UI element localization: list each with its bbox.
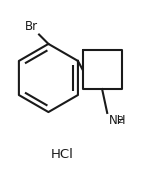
Text: NH: NH <box>109 114 127 127</box>
Text: 2: 2 <box>117 116 123 125</box>
Text: HCl: HCl <box>51 148 73 161</box>
Text: Br: Br <box>25 20 38 33</box>
